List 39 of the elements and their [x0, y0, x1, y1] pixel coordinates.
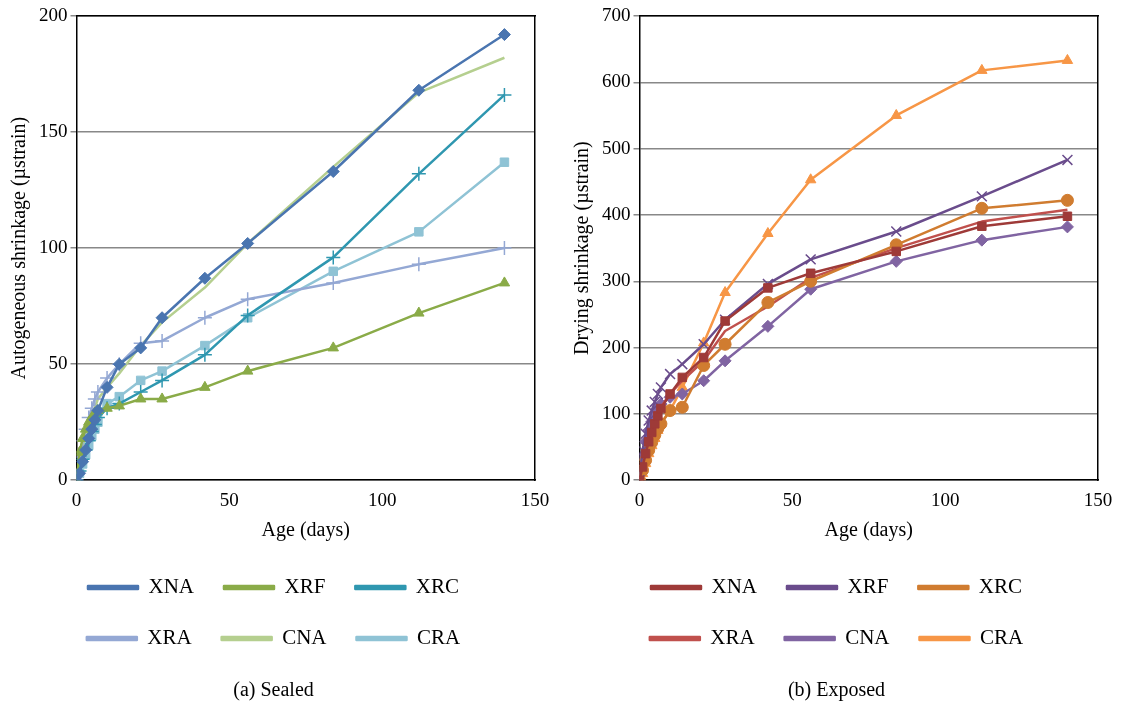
legend-label: XNA [148, 574, 195, 599]
legend-label: XRA [147, 625, 193, 650]
y-tick-label: 200 [602, 335, 631, 357]
legend-label: XRF [284, 574, 326, 599]
y-tick-label: 100 [602, 401, 631, 423]
legend-label: XRA [710, 625, 756, 650]
x-tick-label: 100 [367, 488, 397, 510]
text: (a) Sealed [233, 678, 314, 702]
y-tick-label: 0 [621, 468, 631, 490]
x-axis-title: Age (days) [824, 518, 913, 542]
x-tick-label: 50 [219, 488, 239, 510]
y-tick-label: 300 [602, 269, 631, 291]
y-tick-label: 0 [58, 468, 68, 490]
legend-label: XRC [415, 574, 460, 599]
y-tick-label: 400 [602, 202, 631, 224]
legend-label: XRC [978, 574, 1023, 599]
y-tick-label: 100 [39, 236, 68, 258]
legend-label: CRA [980, 625, 1025, 650]
y-tick-label: 700 [602, 3, 631, 25]
legend-label: CNA [282, 625, 328, 650]
legend-label: XRF [847, 574, 889, 599]
legend-label: CRA [417, 625, 462, 650]
x-tick-label: 0 [71, 488, 82, 510]
x-tick-label: 50 [782, 488, 802, 510]
legend-label: XNA [711, 574, 758, 599]
y-tick-label: 50 [48, 352, 68, 374]
x-axis-title: Age (days) [261, 518, 350, 542]
legend-label: CNA [845, 625, 891, 650]
x-tick-label: 150 [1083, 488, 1113, 510]
y-tick-label: 200 [39, 3, 68, 25]
x-tick-label: 100 [930, 488, 960, 510]
y-axis-title: Autogeneous shrinkage (µstrain) [7, 116, 31, 380]
y-tick-label: 600 [602, 70, 631, 92]
y-axis-title: Drying shrinkage (µstrain) [570, 141, 594, 355]
text: (b) Exposed [787, 678, 886, 702]
x-tick-label: 0 [634, 488, 645, 510]
y-tick-label: 150 [39, 120, 68, 142]
y-tick-label: 500 [602, 136, 631, 158]
x-tick-label: 150 [520, 488, 550, 510]
